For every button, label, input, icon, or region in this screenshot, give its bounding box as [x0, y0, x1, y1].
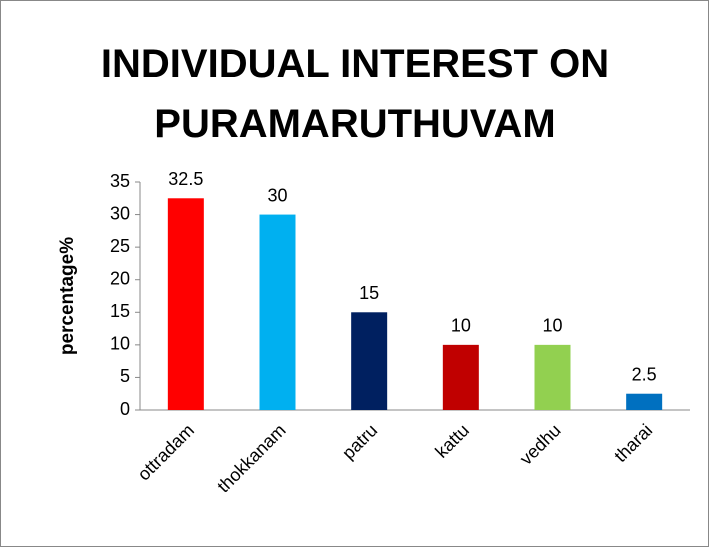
data-label: 10: [451, 316, 471, 336]
bar: [534, 344, 571, 410]
y-tick-label: 0: [120, 399, 130, 419]
chart-title: INDIVIDUAL INTEREST ON PURAMARUTHUVAM: [100, 42, 610, 146]
y-tick-label: 30: [110, 203, 130, 223]
data-label: 2.5: [632, 364, 657, 384]
data-label: 15: [359, 283, 379, 303]
x-tick-label: patru: [338, 420, 381, 463]
bar: [442, 344, 479, 410]
bar: [626, 393, 663, 410]
bar: [351, 312, 388, 410]
x-tick-label: vedhu: [516, 420, 565, 469]
data-label: 32.5: [168, 169, 203, 189]
y-tick-label: 10: [110, 334, 130, 354]
y-tick-label: 15: [110, 301, 130, 321]
bar: [167, 198, 204, 410]
y-tick-label: 20: [110, 268, 130, 288]
x-tick-label: kattu: [431, 420, 473, 462]
x-tick-label: thokkanam: [213, 420, 289, 496]
x-tick-label: tharai: [610, 420, 656, 466]
x-tick-label: ottradam: [134, 420, 198, 484]
y-tick-label: 35: [110, 171, 130, 191]
data-label: 10: [542, 316, 562, 336]
y-tick-label: 25: [110, 236, 130, 256]
y-axis-label: percentage%: [57, 237, 78, 355]
bar: [259, 214, 296, 410]
y-tick-label: 5: [120, 366, 130, 386]
data-label: 30: [267, 185, 287, 205]
